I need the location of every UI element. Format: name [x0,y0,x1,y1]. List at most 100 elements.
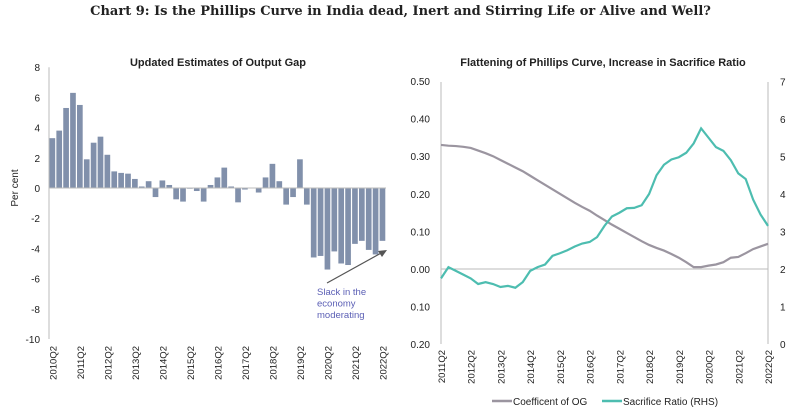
x-tick-label: 2014Q2 [158,346,169,380]
output-gap-bar [83,159,90,188]
output-gap-bar [262,177,269,188]
y2-tick-label: 2 [780,265,786,276]
y-tick-label: -2 [31,214,40,225]
output-gap-bar [276,181,283,188]
x-tick-label: 2017Q2 [241,346,252,380]
x-tick-label: 2010Q2 [48,346,59,380]
y-tick-label: 0.10 [411,303,431,314]
x-tick-label: 2017Q2 [615,350,626,384]
x-tick-label: 2018Q2 [645,350,656,384]
y2-tick-label: 6 [780,115,786,126]
x-tick-label: 2021Q2 [351,346,362,380]
y2-tick-label: 0 [780,340,786,351]
output-gap-bar [118,172,124,188]
output-gap-bar [228,186,234,188]
output-gap-bar [159,180,166,188]
output-gap-bar [90,142,97,188]
coefficient-og-line [440,143,769,269]
x-tick-label: 2011Q2 [76,346,87,379]
output-gap-bar [138,186,145,188]
output-gap-bar [297,159,303,188]
y-tick-label: 0.10 [411,227,431,238]
y-tick-label: -10 [26,335,41,346]
output-gap-bar [352,188,358,244]
output-gap-bar [214,177,221,188]
output-gap-bar [166,184,173,188]
x-tick-label: 2013Q2 [131,346,142,380]
output-gap-bar [207,184,214,188]
x-tick-label: 2012Q2 [467,350,478,384]
x-tick-label: 2015Q2 [556,350,567,384]
y-tick-label: 0.20 [411,190,431,201]
y2-tick-label: 3 [780,228,786,239]
x-tick-label: 2022Q2 [764,350,775,384]
output-gap-bar [345,188,351,266]
y-tick-label: 0.00 [411,265,431,276]
output-gap-bar [338,188,345,264]
y2-tick-label: 5 [780,153,786,164]
output-gap-bar [145,181,152,188]
x-tick-label: 2020Q2 [324,346,335,380]
x-tick-label: 2015Q2 [186,346,197,380]
output-gap-bar [173,188,179,200]
left-chart-title: Updated Estimates of Output Gap [130,57,306,69]
output-gap-bar [372,188,379,255]
y-tick-label: 0 [34,184,40,195]
annotation-text: Slack in the [317,287,366,298]
y-tick-label: -8 [31,305,40,316]
y-tick-label: -4 [31,244,40,255]
y-tick-label: 8 [34,63,40,74]
sacrifice-ratio-line [440,126,769,289]
output-gap-bar [152,188,159,198]
x-tick-label: 2021Q2 [734,350,745,384]
y-tick-label: 6 [34,93,40,104]
output-gap-bar [379,188,386,241]
output-gap-bar [180,188,186,202]
right-chart-title: Flattening of Phillips Curve, Increase i… [460,57,746,69]
output-gap-bar [125,173,131,188]
output-gap-bar [290,188,296,198]
sacrifice-ratio-legend-label: Sacrifice Ratio (RHS) [623,397,718,408]
arrow-head [378,250,387,257]
y2-tick-label: 4 [780,190,786,201]
y2-tick-label: 7 [780,78,786,89]
output-gap-bar [70,92,76,188]
output-gap-bar [132,178,138,188]
annotation-arrow [326,251,384,284]
output-gap-bar [104,154,111,188]
y-tick-label: 0.40 [411,115,431,126]
x-tick-label: 2016Q2 [586,350,597,384]
main-title: Chart 9: Is the Phillips Curve in India … [90,4,711,19]
x-tick-label: 2018Q2 [269,346,280,380]
y-tick-label: 0.20 [411,340,431,351]
y-tick-label: 0.30 [411,152,431,163]
y-tick-label: -6 [31,275,40,286]
coefficient-og-legend-label: Coefficent of OG [513,397,588,408]
output-gap-bar [283,188,290,205]
output-gap-bar [221,167,228,188]
y-tick-label: 2 [34,154,40,165]
x-tick-label: 2012Q2 [103,346,114,380]
x-tick-label: 2016Q2 [214,346,225,380]
y-axis-label: Per cent [10,169,21,206]
output-gap-bar [269,163,276,188]
y2-tick-label: 1 [780,303,786,314]
output-gap-bar [200,188,207,202]
annotation-text: economy [317,299,356,310]
output-gap-bar [49,138,56,188]
output-gap-bar [303,188,310,205]
y-tick-label: 0.50 [411,77,431,88]
output-gap-bar [56,130,63,188]
x-tick-label: 2011Q2 [437,350,448,383]
output-gap-bar [324,188,331,270]
output-gap-bar [235,188,241,203]
output-gap-bar [331,188,338,252]
output-gap-bar [242,188,248,190]
x-tick-label: 2014Q2 [526,350,537,384]
x-tick-label: 2019Q2 [296,346,307,380]
y-tick-label: 4 [34,124,40,135]
output-gap-bar [97,136,104,188]
x-tick-label: 2020Q2 [705,350,716,384]
output-gap-bar [255,188,262,193]
